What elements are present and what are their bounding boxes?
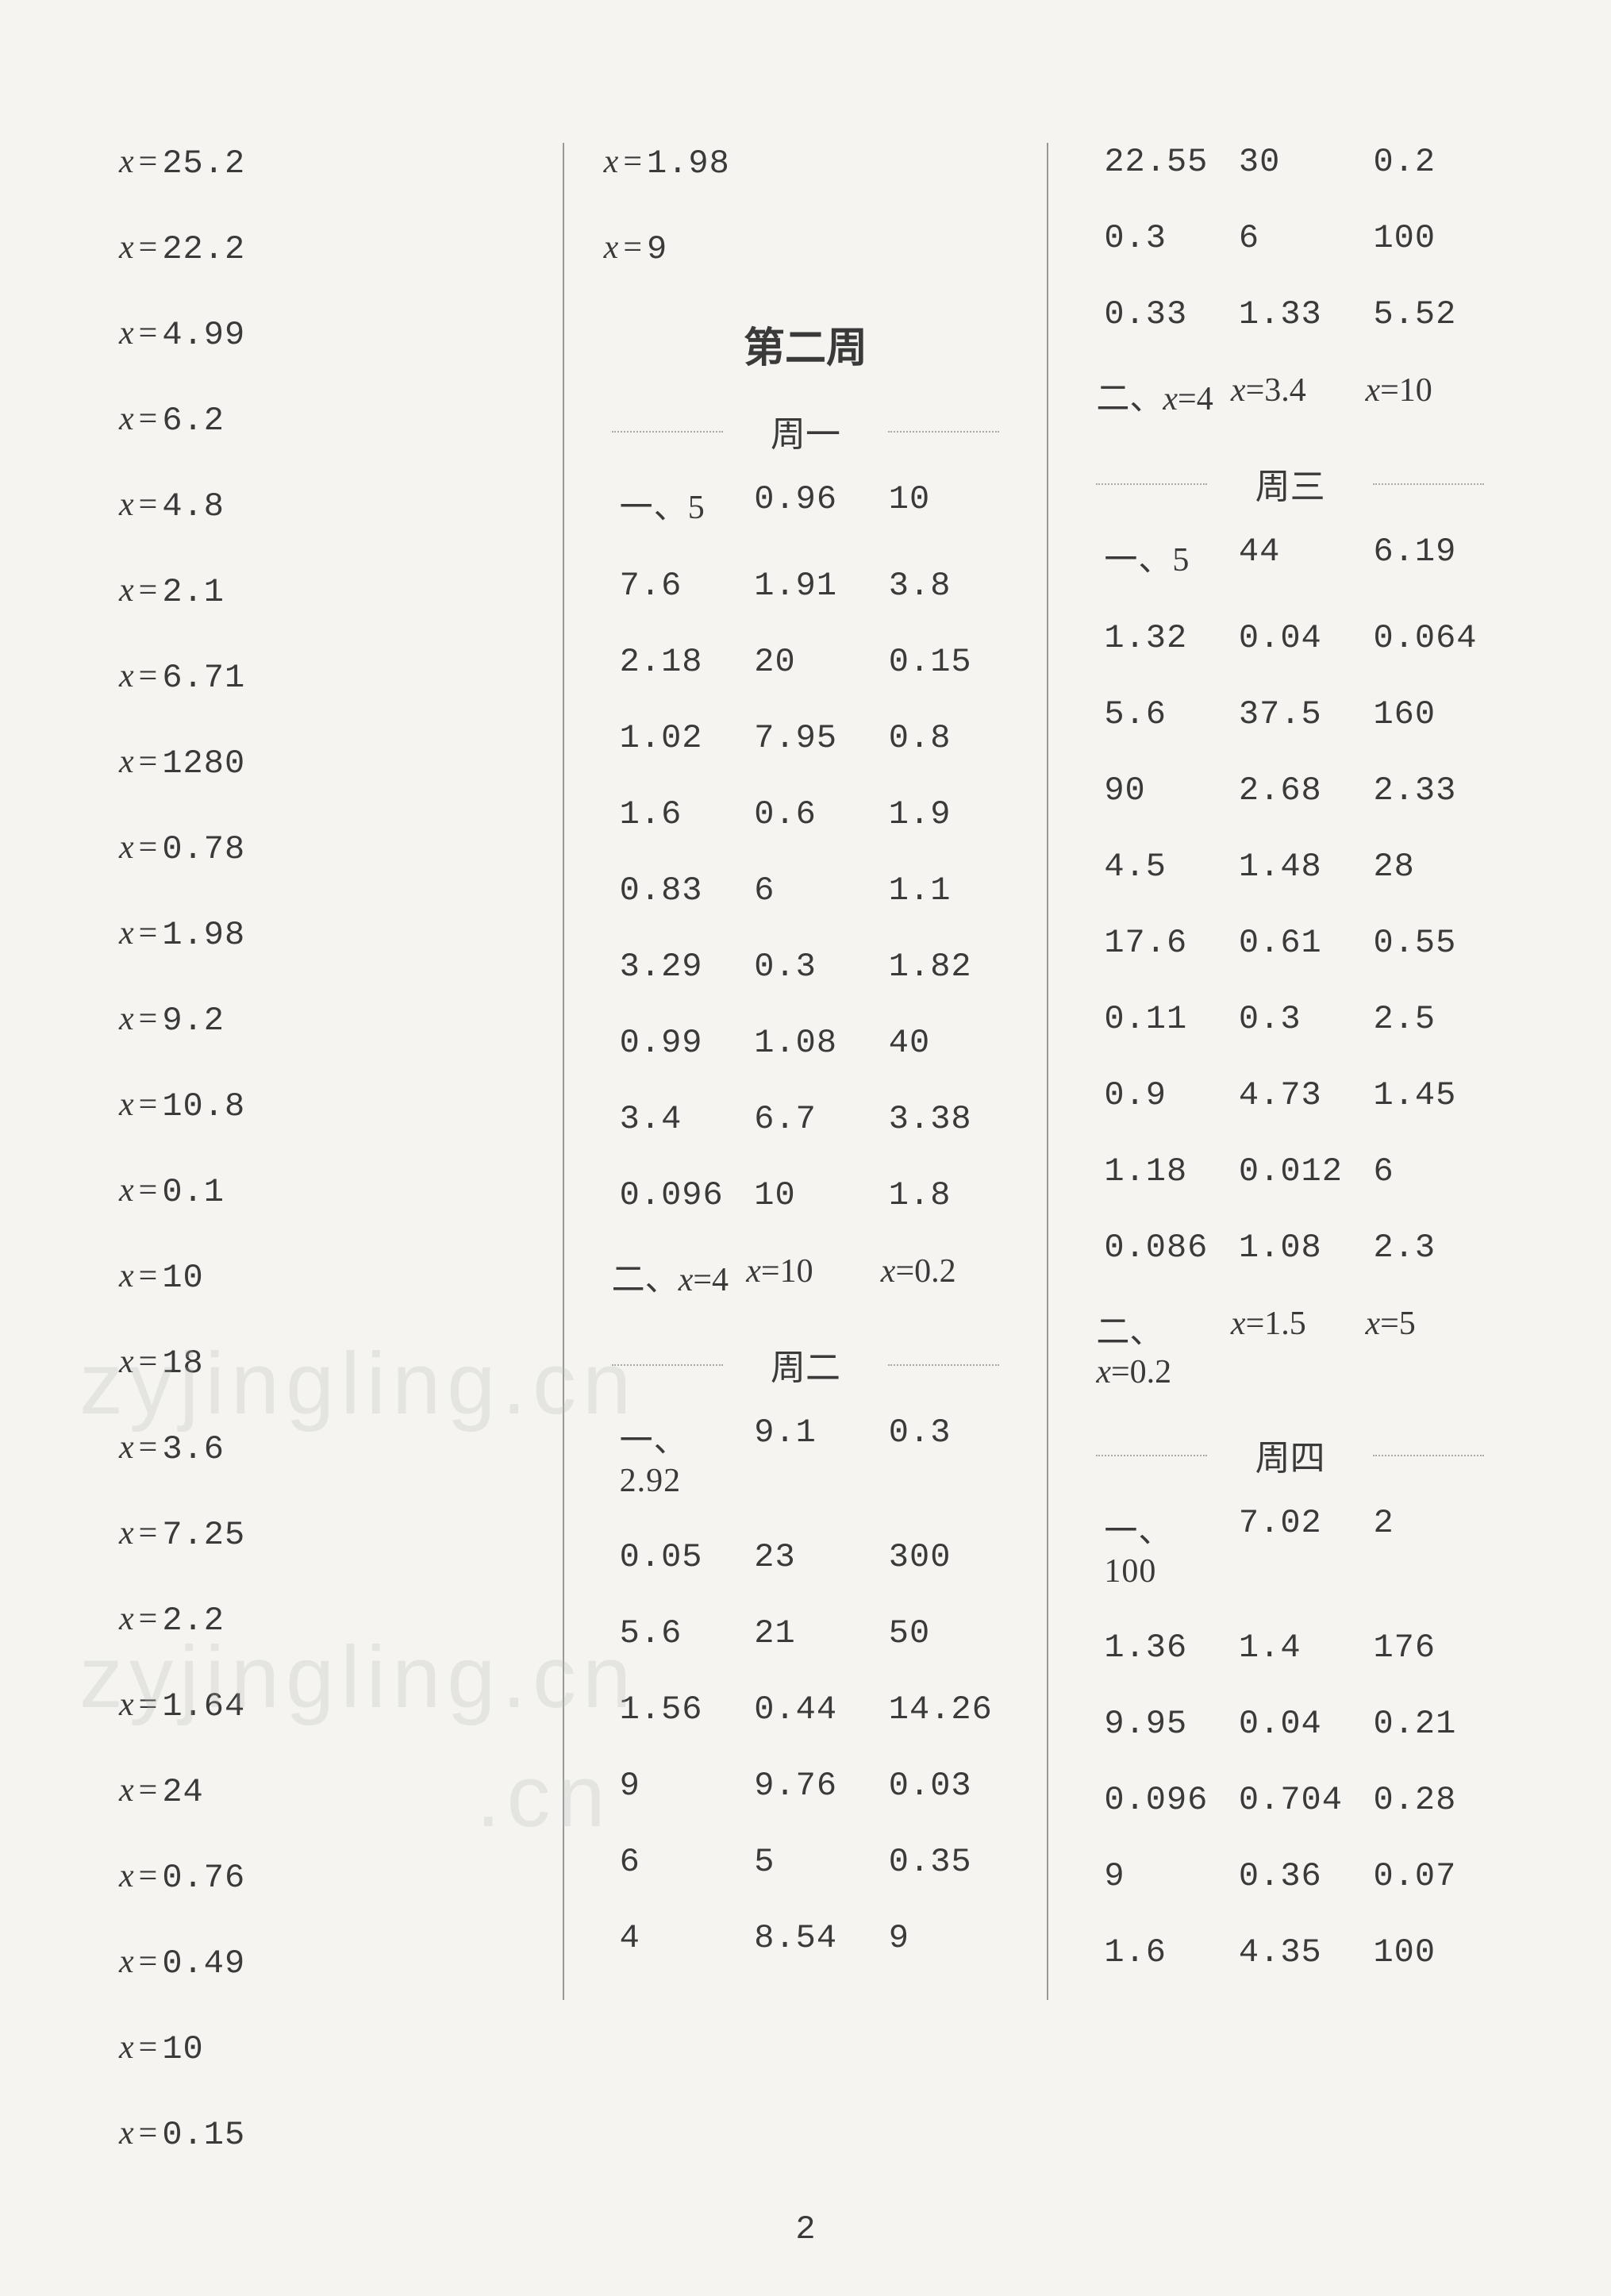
- data-row: 48.549: [604, 1919, 1008, 1957]
- equation-row: 二、x=0.2x=1.5x=5: [1088, 1305, 1492, 1391]
- equation-line: x=10: [119, 2029, 523, 2068]
- data-row: 0.8361.1: [604, 871, 1008, 910]
- equation-line: x=0.76: [119, 1857, 523, 1897]
- equation-line: x=1280: [119, 743, 523, 783]
- data-row: 0.0861.082.3: [1088, 1229, 1492, 1267]
- data-row: 1.320.040.064: [1088, 619, 1492, 657]
- equation-line: x=1.64: [119, 1686, 523, 1725]
- data-row: 1.361.4176: [1088, 1629, 1492, 1667]
- equation-line: x=2.2: [119, 1600, 523, 1640]
- equation-line: x=10.8: [119, 1086, 523, 1125]
- equation-row: 二、x=4x=10x=0.2: [604, 1252, 1008, 1301]
- data-row: 1.027.950.8: [604, 719, 1008, 757]
- column-divider-1: [563, 143, 564, 2000]
- equation-line: x=9.2: [119, 1000, 523, 1040]
- data-row: 0.36100: [1088, 219, 1492, 257]
- data-row: 0.991.0840: [604, 1024, 1008, 1062]
- equation-line: x=9: [604, 229, 1008, 268]
- day-title: 周一: [604, 406, 1008, 456]
- data-row: 0.0523300: [604, 1538, 1008, 1576]
- equation-line: x=18: [119, 1343, 523, 1383]
- column-1: x=25.2 x=22.2 x=4.99 x=6.2 x=4.8 x=2.1 x=6.71 x…: [95, 143, 547, 2153]
- equation-line: x=25.2: [119, 143, 523, 183]
- equation-line: x=3.6: [119, 1429, 523, 1468]
- equation-line: x=0.78: [119, 829, 523, 868]
- page-number: 2: [795, 2210, 815, 2248]
- data-row: 9.950.040.21: [1088, 1705, 1492, 1743]
- equation-line: x=0.49: [119, 1943, 523, 1983]
- day-title: 周二: [604, 1339, 1008, 1390]
- data-row: 3.290.31.82: [604, 948, 1008, 986]
- data-row: 一、50.9610: [604, 480, 1008, 529]
- data-row: 一、2.929.10.3: [604, 1413, 1008, 1500]
- data-row: 1.560.4414.26: [604, 1690, 1008, 1729]
- equation-line: x=22.2: [119, 229, 523, 268]
- equation-line: x=6.2: [119, 400, 523, 440]
- equation-line: x=4.8: [119, 486, 523, 525]
- column-3: 22.55300.2 0.36100 0.331.335.52 二、x=4x=3.4x…: [1064, 143, 1516, 2153]
- day-title: 周四: [1088, 1429, 1492, 1480]
- data-row: 5.637.5160: [1088, 695, 1492, 733]
- week-title: 第二周: [604, 314, 1008, 374]
- data-row: 1.180.0126: [1088, 1152, 1492, 1190]
- equation-line: x=7.25: [119, 1514, 523, 1554]
- data-row: 0.331.335.52: [1088, 295, 1492, 333]
- equation-line: x=2.1: [119, 571, 523, 611]
- column-divider-2: [1047, 143, 1048, 2000]
- data-row: 0.0960.7040.28: [1088, 1781, 1492, 1819]
- data-row: 5.62150: [604, 1614, 1008, 1652]
- data-row: 7.61.913.8: [604, 567, 1008, 605]
- data-row: 1.64.35100: [1088, 1933, 1492, 1971]
- data-row: 3.46.73.38: [604, 1100, 1008, 1138]
- data-row: 650.35: [604, 1843, 1008, 1881]
- equation-row: 二、x=4x=3.4x=10: [1088, 371, 1492, 420]
- data-row: 2.18200.15: [604, 643, 1008, 681]
- data-row: 0.110.32.5: [1088, 1000, 1492, 1038]
- data-row: 0.94.731.45: [1088, 1076, 1492, 1114]
- data-row: 0.096101.8: [604, 1176, 1008, 1214]
- equation-line: x=6.71: [119, 657, 523, 697]
- equation-line: x=24: [119, 1771, 523, 1811]
- equation-line: x=4.99: [119, 314, 523, 354]
- equation-line: x=0.15: [119, 2114, 523, 2154]
- data-row: 1.60.61.9: [604, 795, 1008, 833]
- page-content: x=25.2 x=22.2 x=4.99 x=6.2 x=4.8 x=2.1 x=6.71 x…: [0, 0, 1611, 2217]
- equation-line: x=1.98: [119, 914, 523, 954]
- data-row: 一、5446.19: [1088, 533, 1492, 581]
- data-row: 99.760.03: [604, 1767, 1008, 1805]
- data-row: 4.51.4828: [1088, 848, 1492, 886]
- column-2: x=1.98 x=9 第二周周一一、50.9610 7.61.913.8 2.18200…: [580, 143, 1032, 2153]
- data-row: 22.55300.2: [1088, 143, 1492, 181]
- data-row: 90.360.07: [1088, 1857, 1492, 1895]
- equation-line: x=0.1: [119, 1171, 523, 1211]
- equation-line: x=10: [119, 1257, 523, 1297]
- equation-line: x=1.98: [604, 143, 1008, 183]
- data-row: 902.682.33: [1088, 771, 1492, 810]
- data-row: 一、1007.022: [1088, 1504, 1492, 1590]
- day-title: 周三: [1088, 458, 1492, 509]
- data-row: 17.60.610.55: [1088, 924, 1492, 962]
